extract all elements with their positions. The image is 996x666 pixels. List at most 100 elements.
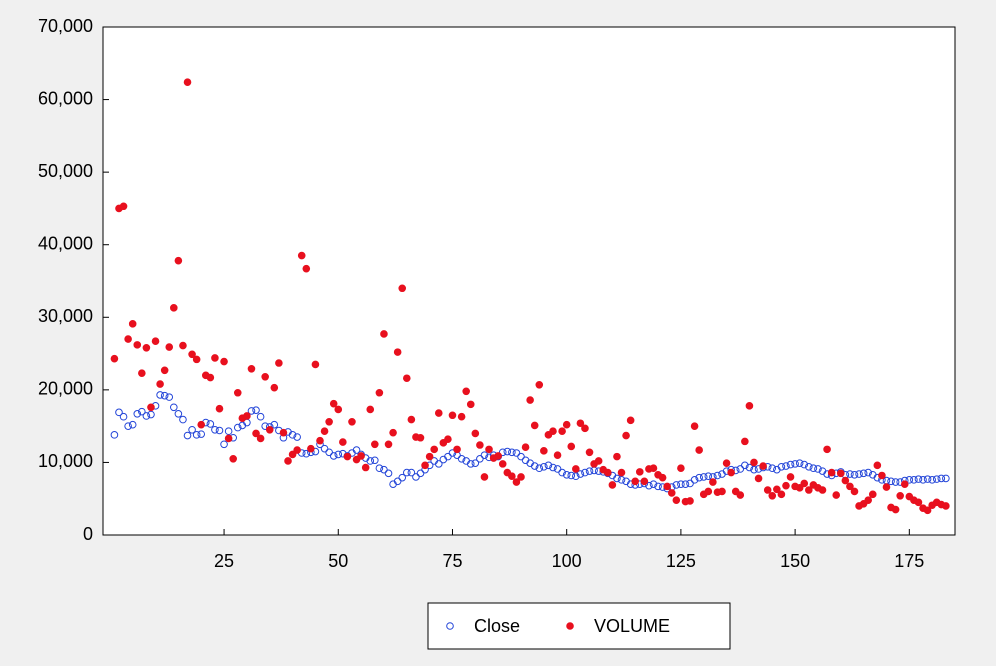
point [777,490,786,499]
point [750,465,758,474]
point [759,462,767,470]
point [914,498,923,507]
point [942,474,950,483]
point [407,415,416,424]
point [535,464,544,473]
point [407,468,416,477]
y-tick-label: 0 [83,524,93,544]
legend-label: Close [474,616,520,636]
point [457,455,466,463]
point [750,458,758,467]
y-tick-label: 40,000 [38,233,93,253]
point [165,343,174,351]
point [156,380,164,388]
point [444,452,452,461]
point [709,478,717,486]
point [320,427,329,436]
point [480,473,489,481]
point [768,464,777,473]
point [686,497,694,505]
x-tick-label: 100 [552,551,582,571]
point [494,452,502,460]
point [814,465,822,473]
x-tick-label: 150 [780,551,810,571]
point [558,468,566,477]
point [243,412,251,420]
point [307,444,315,453]
point [617,468,626,477]
point [581,424,589,433]
point [576,419,585,428]
point [476,441,484,449]
point [220,357,228,366]
point [366,405,375,414]
legend-label: VOLUME [594,616,670,636]
point [535,380,544,389]
point [868,490,877,499]
point [677,464,685,473]
point [649,464,658,473]
point [763,486,772,494]
point [188,350,196,359]
point [558,427,566,436]
point [434,409,443,417]
point [681,480,690,489]
point [119,202,128,211]
point [850,487,859,496]
point [279,428,288,437]
point [434,460,443,468]
point [786,473,795,481]
point [371,456,379,465]
point [836,469,845,478]
point [421,461,429,470]
point [745,402,754,410]
point [690,422,699,430]
point [686,479,694,488]
point [540,462,548,471]
point [128,420,137,429]
point [795,484,804,492]
point [270,420,279,429]
point [384,440,393,449]
point [695,446,703,454]
point [882,483,891,491]
point [859,469,868,478]
point [197,430,206,438]
point [297,251,306,260]
point [206,420,215,428]
point [302,449,311,458]
point [288,450,297,459]
point [179,415,187,424]
point [873,461,882,470]
point [540,447,548,455]
point [585,448,594,457]
point [352,446,361,454]
point [914,475,923,483]
point [850,470,859,479]
point [521,443,530,451]
point [846,470,854,478]
point [517,473,525,481]
point [613,452,621,461]
point [631,477,640,486]
point [151,337,160,346]
point [800,479,809,488]
point [795,459,804,467]
point [192,431,201,439]
point [165,393,174,401]
point [942,502,950,510]
point [553,451,562,459]
point [183,431,192,440]
point [572,465,580,473]
point [448,449,457,457]
point [361,463,370,472]
point [932,475,941,483]
point [174,256,183,265]
point [375,464,384,473]
point [562,470,571,479]
point [398,473,407,482]
x-tick-label: 75 [442,551,462,571]
point [905,476,914,484]
point [782,462,790,470]
